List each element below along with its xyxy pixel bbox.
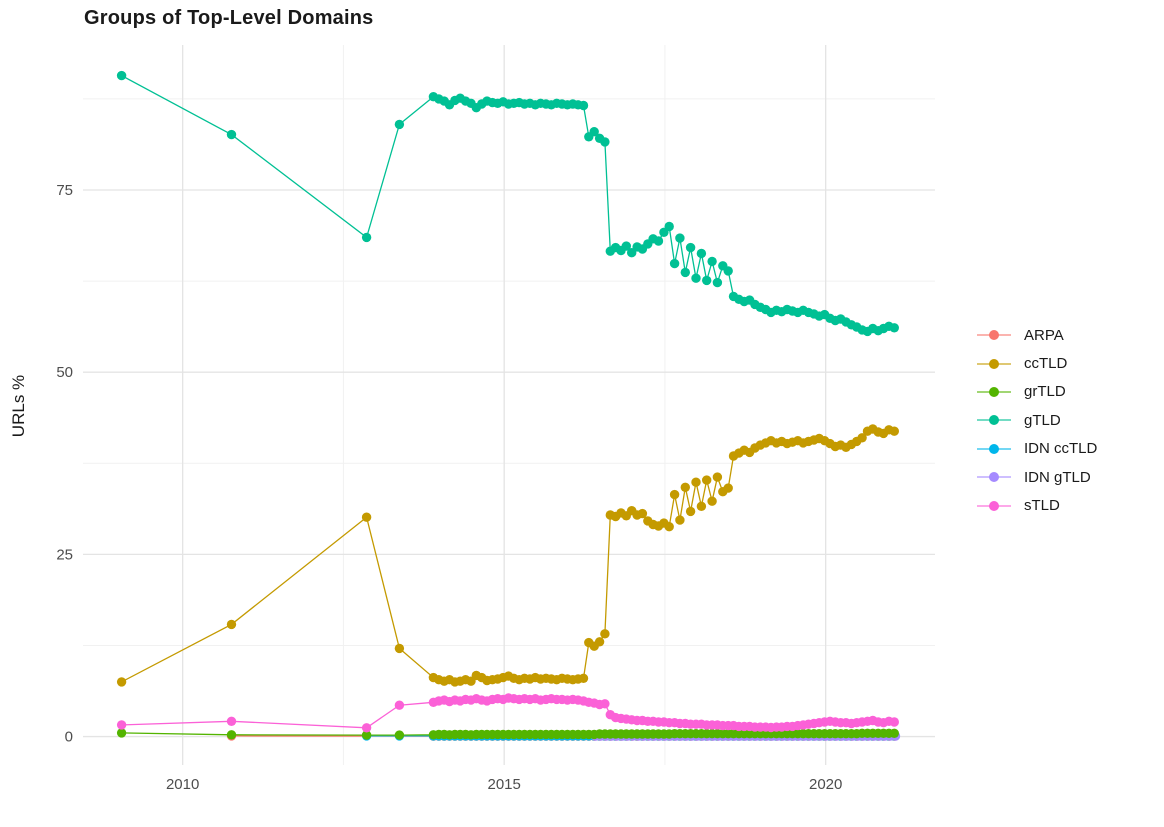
data-point <box>680 482 690 492</box>
data-point <box>889 426 899 436</box>
legend: ARPA ccTLD grTLD gTLD IDN ccTLD IDN gTLD sTLD <box>977 321 1097 520</box>
axis-tick-labels: 0 25 50 75 2010 2015 2020 <box>56 182 842 793</box>
series-gtld <box>116 70 899 337</box>
series-grtld <box>116 728 899 740</box>
data-point <box>116 728 127 738</box>
data-point <box>889 717 899 727</box>
legend-item-cctld: ccTLD <box>977 349 1097 377</box>
data-point <box>723 266 733 276</box>
chart-title: Groups of Top-Level Domains <box>84 7 374 29</box>
data-point <box>394 700 405 710</box>
legend-swatch-icon <box>977 328 1011 342</box>
data-point <box>361 723 372 733</box>
y-tick-label: 50 <box>56 364 73 381</box>
data-point <box>589 127 599 137</box>
series-stld <box>116 693 899 733</box>
y-tick-label: 75 <box>56 182 73 199</box>
data-point <box>116 70 127 81</box>
data-point <box>857 433 867 443</box>
data-point <box>226 619 237 630</box>
legend-label: IDN ccTLD <box>1024 440 1098 458</box>
data-point <box>394 119 405 130</box>
data-point <box>600 699 610 709</box>
data-point <box>889 728 899 738</box>
legend-swatch-icon <box>977 442 1011 456</box>
data-point <box>696 248 707 259</box>
legend-swatch-icon <box>977 385 1011 399</box>
legend-item-grtld: grTLD <box>977 378 1097 406</box>
data-point <box>712 472 723 482</box>
legend-label: ARPA <box>1024 326 1064 344</box>
data-point <box>116 677 127 687</box>
y-tick-label: 0 <box>65 729 73 746</box>
legend-label: grTLD <box>1024 383 1066 401</box>
minor-gridlines <box>83 45 935 765</box>
x-tick-label: 2020 <box>809 776 842 793</box>
legend-item-idn-cctld: IDN ccTLD <box>977 435 1097 463</box>
data-point <box>664 522 674 532</box>
legend-swatch-icon <box>977 413 1011 427</box>
legend-swatch-icon <box>977 499 1011 513</box>
data-point <box>578 100 589 111</box>
data-point <box>685 242 696 253</box>
data-point <box>226 716 237 726</box>
data-point <box>675 233 685 243</box>
major-gridlines <box>83 45 935 765</box>
data-point <box>578 673 589 683</box>
data-point <box>361 232 372 243</box>
legend-label: ccTLD <box>1024 355 1068 373</box>
data-point <box>116 720 127 730</box>
legend-item-stld: sTLD <box>977 491 1097 519</box>
data-point <box>594 637 605 647</box>
data-point <box>696 501 707 511</box>
legend-item-arpa: ARPA <box>977 321 1097 349</box>
data-point <box>712 277 723 288</box>
data-point <box>702 275 712 286</box>
legend-label: gTLD <box>1024 411 1061 429</box>
data-point <box>664 221 674 232</box>
data-point <box>675 515 685 525</box>
data-point <box>685 506 696 517</box>
data-point <box>691 273 701 283</box>
legend-label: IDN gTLD <box>1024 468 1091 486</box>
legend-swatch-icon <box>977 357 1011 371</box>
data-point <box>394 643 405 654</box>
series-cctld <box>116 424 899 687</box>
data-point <box>226 730 237 740</box>
data-point <box>394 730 405 740</box>
data-point <box>680 267 690 278</box>
y-axis-title: URLs % <box>9 374 28 438</box>
legend-item-idn-gtld: IDN gTLD <box>977 463 1097 491</box>
data-point <box>669 258 680 269</box>
data-point <box>600 629 610 639</box>
data-point <box>723 483 733 493</box>
data-point <box>702 475 712 485</box>
data-point <box>621 241 631 251</box>
data-point <box>226 129 237 140</box>
x-tick-label: 2015 <box>487 776 520 793</box>
data-point <box>653 236 664 246</box>
data-point <box>707 256 717 267</box>
data-point <box>889 323 899 333</box>
x-tick-label: 2010 <box>166 776 199 793</box>
legend-label: sTLD <box>1024 497 1060 515</box>
y-tick-label: 25 <box>56 546 73 563</box>
legend-item-gtld: gTLD <box>977 406 1097 434</box>
data-point <box>361 730 372 740</box>
data-point <box>637 508 648 519</box>
data-point <box>707 496 717 506</box>
data-point <box>669 489 680 500</box>
data-point <box>361 512 372 522</box>
legend-swatch-icon <box>977 470 1011 484</box>
data-point <box>600 137 610 147</box>
data-point <box>691 477 701 487</box>
